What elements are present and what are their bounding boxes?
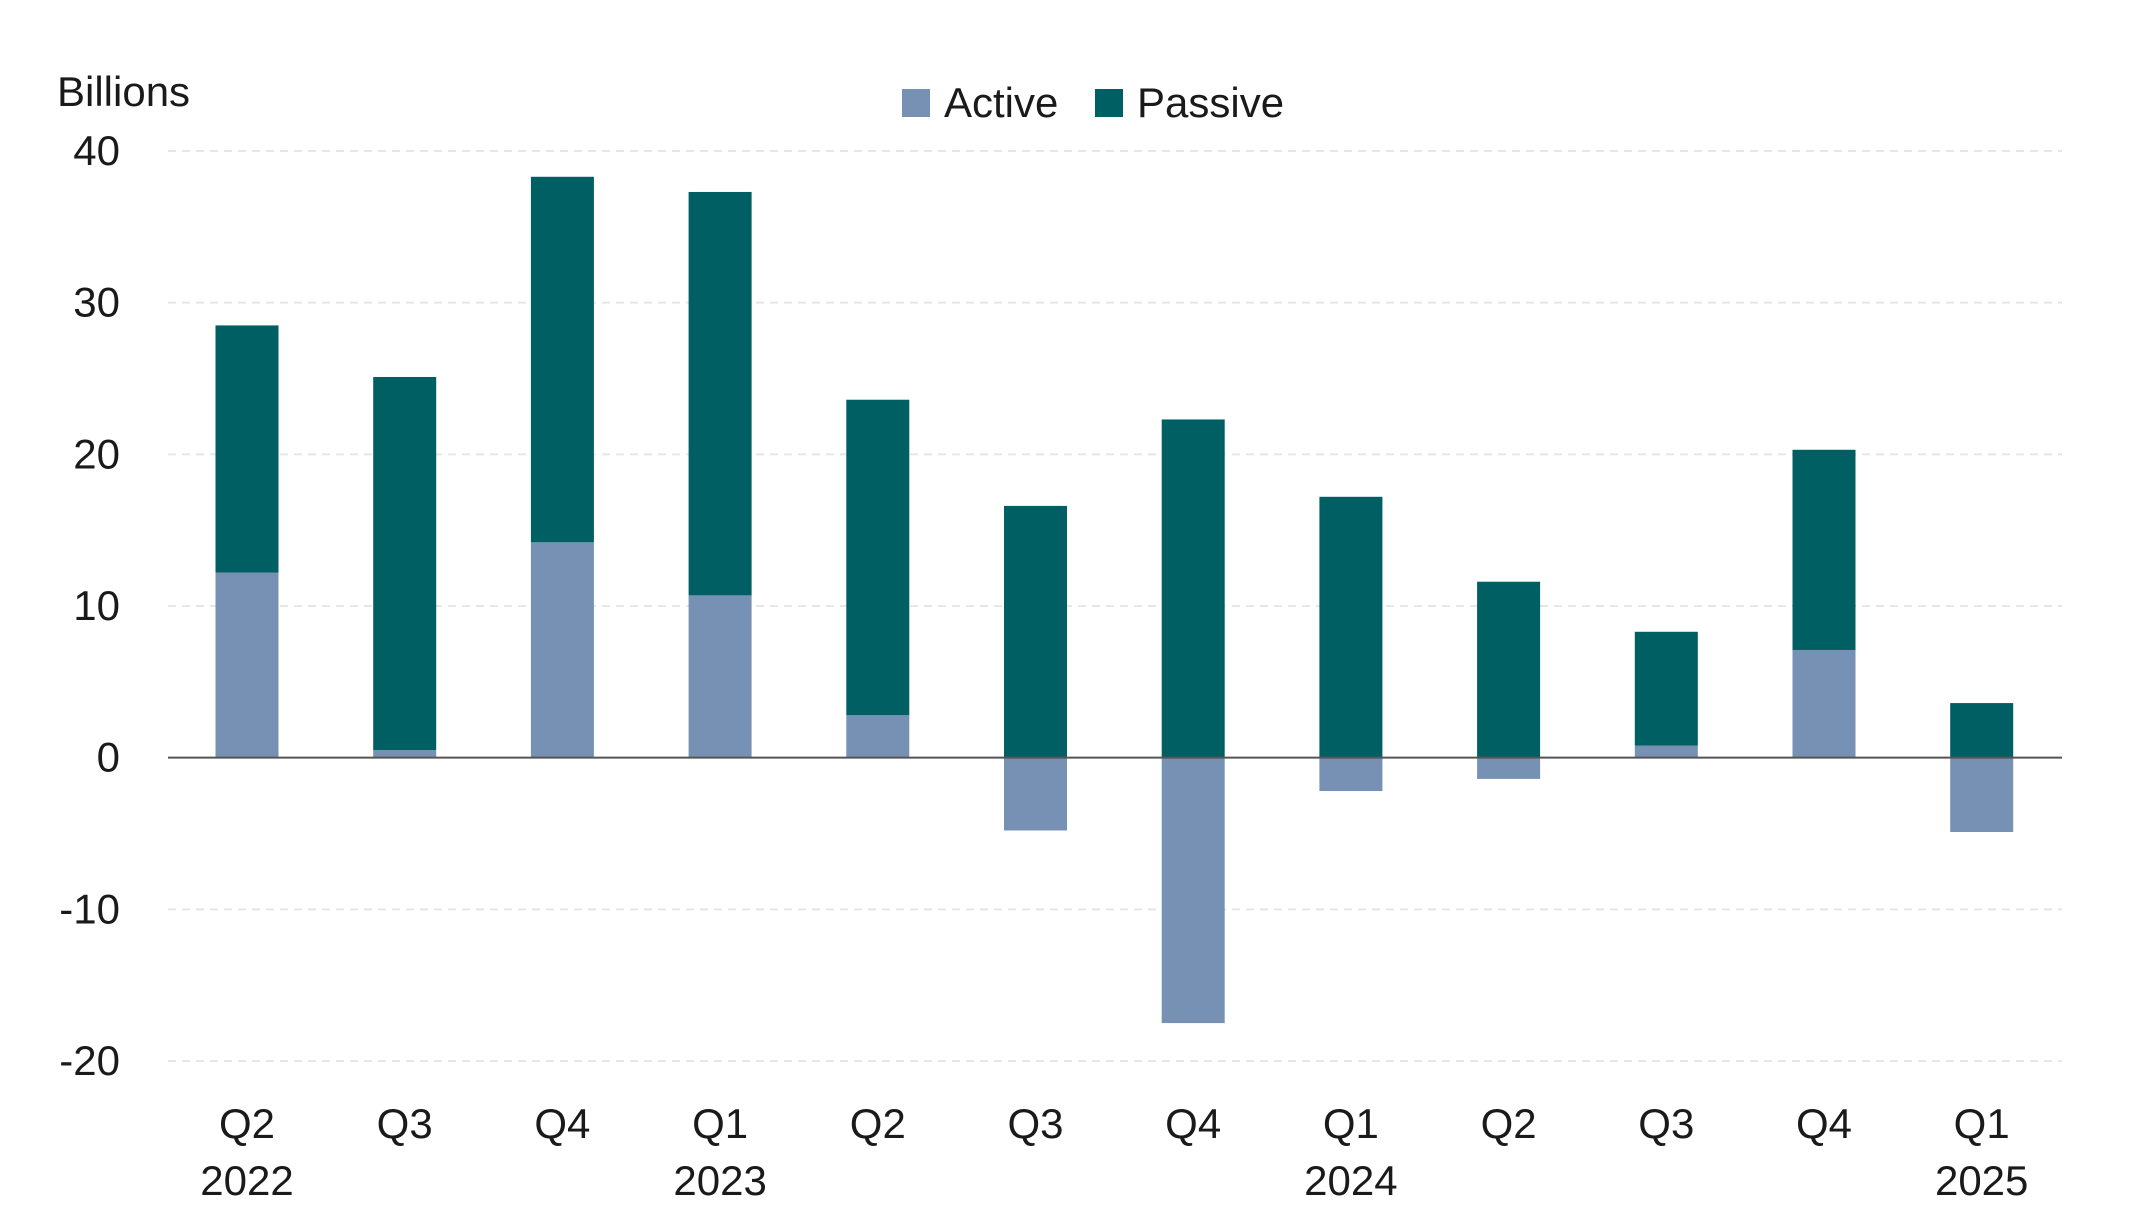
bar-active-0: [215, 572, 279, 758]
bar-active-5: [1004, 757, 1067, 831]
x-tick-label-quarter: Q2: [850, 1100, 906, 1147]
bar-active-3: [688, 595, 752, 758]
x-tick-label-year: 2022: [200, 1157, 293, 1204]
x-tick-label-year: 2023: [673, 1157, 766, 1204]
bar-active-4: [846, 715, 910, 758]
y-tick-label: 40: [73, 127, 120, 174]
x-tick-label-quarter: Q4: [1796, 1100, 1852, 1147]
bar-passive-11: [1950, 703, 2014, 758]
y-tick-label: -20: [59, 1037, 120, 1084]
x-tick-label-quarter: Q1: [692, 1100, 748, 1147]
bars: [215, 176, 2014, 1024]
bar-active-6: [1161, 757, 1225, 1024]
bar-active-8: [1477, 757, 1541, 779]
bar-passive-6: [1161, 419, 1225, 758]
bar-passive-4: [846, 399, 910, 716]
bar-active-10: [1792, 649, 1856, 758]
x-axis-ticks: Q2 2022 Q3 Q4 Q1 2023 Q2 Q3 Q4 Q1 2024 Q2 Q3 Q4 Q1 2025: [200, 1100, 2028, 1204]
bar-passive-1: [373, 376, 437, 751]
bar-passive-7: [1319, 496, 1383, 758]
bar-active-2: [530, 542, 594, 758]
x-tick-label-quarter: Q2: [219, 1100, 275, 1147]
legend-swatch-passive: [1095, 89, 1123, 117]
x-tick-label-year: 2024: [1304, 1157, 1397, 1204]
bar-passive-2: [530, 176, 594, 543]
y-tick-label: 30: [73, 279, 120, 326]
legend-label-passive: Passive: [1137, 79, 1284, 126]
y-axis-ticks: 40 30 20 10 0 -10 -20: [59, 127, 120, 1084]
bar-passive-10: [1792, 449, 1856, 650]
bar-passive-5: [1004, 505, 1067, 758]
y-axis-unit-label: Billions: [57, 68, 190, 115]
x-tick-label-quarter: Q4: [534, 1100, 590, 1147]
y-tick-label: 10: [73, 582, 120, 629]
gridlines: [168, 150, 2062, 1062]
bar-active-9: [1634, 745, 1698, 758]
x-tick-label-quarter: Q1: [1954, 1100, 2010, 1147]
bar-passive-8: [1477, 581, 1541, 758]
bar-active-11: [1950, 757, 2014, 832]
y-tick-label: 20: [73, 430, 120, 477]
y-tick-label: -10: [59, 885, 120, 932]
legend-swatch-active: [902, 89, 930, 117]
legend: Active Passive: [902, 79, 1284, 126]
x-tick-label-quarter: Q3: [377, 1100, 433, 1147]
bar-passive-0: [215, 325, 279, 573]
x-tick-label-quarter: Q1: [1323, 1100, 1379, 1147]
bar-passive-9: [1634, 631, 1698, 746]
bar-passive-3: [688, 191, 752, 596]
x-tick-label-year: 2025: [1935, 1157, 2028, 1204]
bar-active-1: [373, 750, 437, 758]
x-tick-label-quarter: Q3: [1638, 1100, 1694, 1147]
bar-active-7: [1319, 757, 1383, 792]
x-tick-label-quarter: Q4: [1165, 1100, 1221, 1147]
x-tick-label-quarter: Q3: [1007, 1100, 1063, 1147]
x-tick-label-quarter: Q2: [1481, 1100, 1537, 1147]
y-tick-label: 0: [97, 734, 120, 781]
legend-label-active: Active: [944, 79, 1058, 126]
